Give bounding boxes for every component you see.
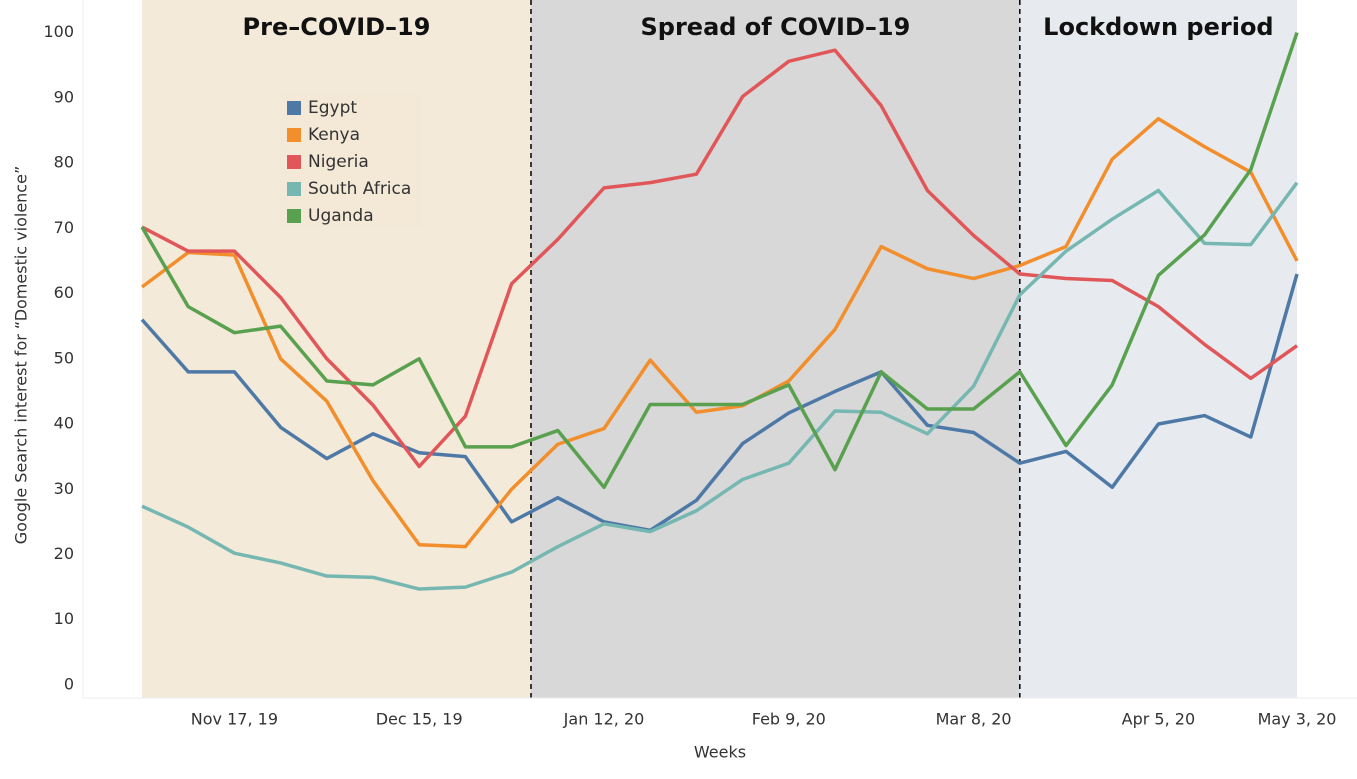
x-tick-label: Dec 15, 19 — [376, 710, 463, 729]
x-tick-label: May 3, 20 — [1258, 710, 1337, 729]
series-line — [140, 32, 1299, 490]
region-title: Lockdown period — [1043, 13, 1273, 41]
y-tick-label: 0 — [64, 674, 74, 693]
legend-label: Nigeria — [308, 152, 369, 172]
legend-swatch — [287, 128, 301, 142]
legend-swatch — [287, 101, 301, 115]
y-tick-label: 20 — [54, 544, 74, 563]
x-tick-label: Jan 12, 20 — [563, 710, 645, 729]
y-tick-label: 70 — [54, 218, 74, 237]
y-tick-label: 100 — [43, 22, 74, 41]
y-tick-label: 90 — [54, 87, 74, 106]
series-line — [141, 181, 1299, 591]
legend-label: Egypt — [308, 98, 357, 118]
y-tick-label: 80 — [54, 153, 74, 172]
series-line — [140, 116, 1299, 549]
x-axis-title: Weeks — [694, 743, 746, 762]
y-tick-label: 60 — [54, 283, 74, 302]
y-axis-title: Google Search interest for “Domestic vio… — [12, 166, 31, 544]
legend-label: Kenya — [308, 125, 360, 145]
x-tick-label: Feb 9, 20 — [752, 710, 826, 729]
series-line — [140, 273, 1299, 533]
legend-box — [280, 94, 422, 228]
region — [1019, 0, 1297, 698]
legend-swatch — [287, 209, 301, 223]
legend-label: Uganda — [308, 206, 374, 226]
x-tick-label: Apr 5, 20 — [1122, 710, 1195, 729]
legend-swatch — [287, 155, 301, 169]
y-tick-label: 10 — [54, 609, 74, 628]
series-line — [141, 48, 1299, 469]
y-tick-label: 50 — [54, 348, 74, 367]
y-tick-label: 30 — [54, 479, 74, 498]
region — [531, 0, 1020, 698]
legend-swatch — [287, 182, 301, 196]
x-tick-label: Nov 17, 19 — [191, 710, 278, 729]
region-title: Pre–COVID–19 — [243, 13, 431, 41]
y-tick-label: 40 — [54, 414, 74, 433]
legend-label: South Africa — [308, 179, 411, 199]
region-title: Spread of COVID–19 — [641, 13, 911, 41]
x-tick-label: Mar 8, 20 — [936, 710, 1012, 729]
